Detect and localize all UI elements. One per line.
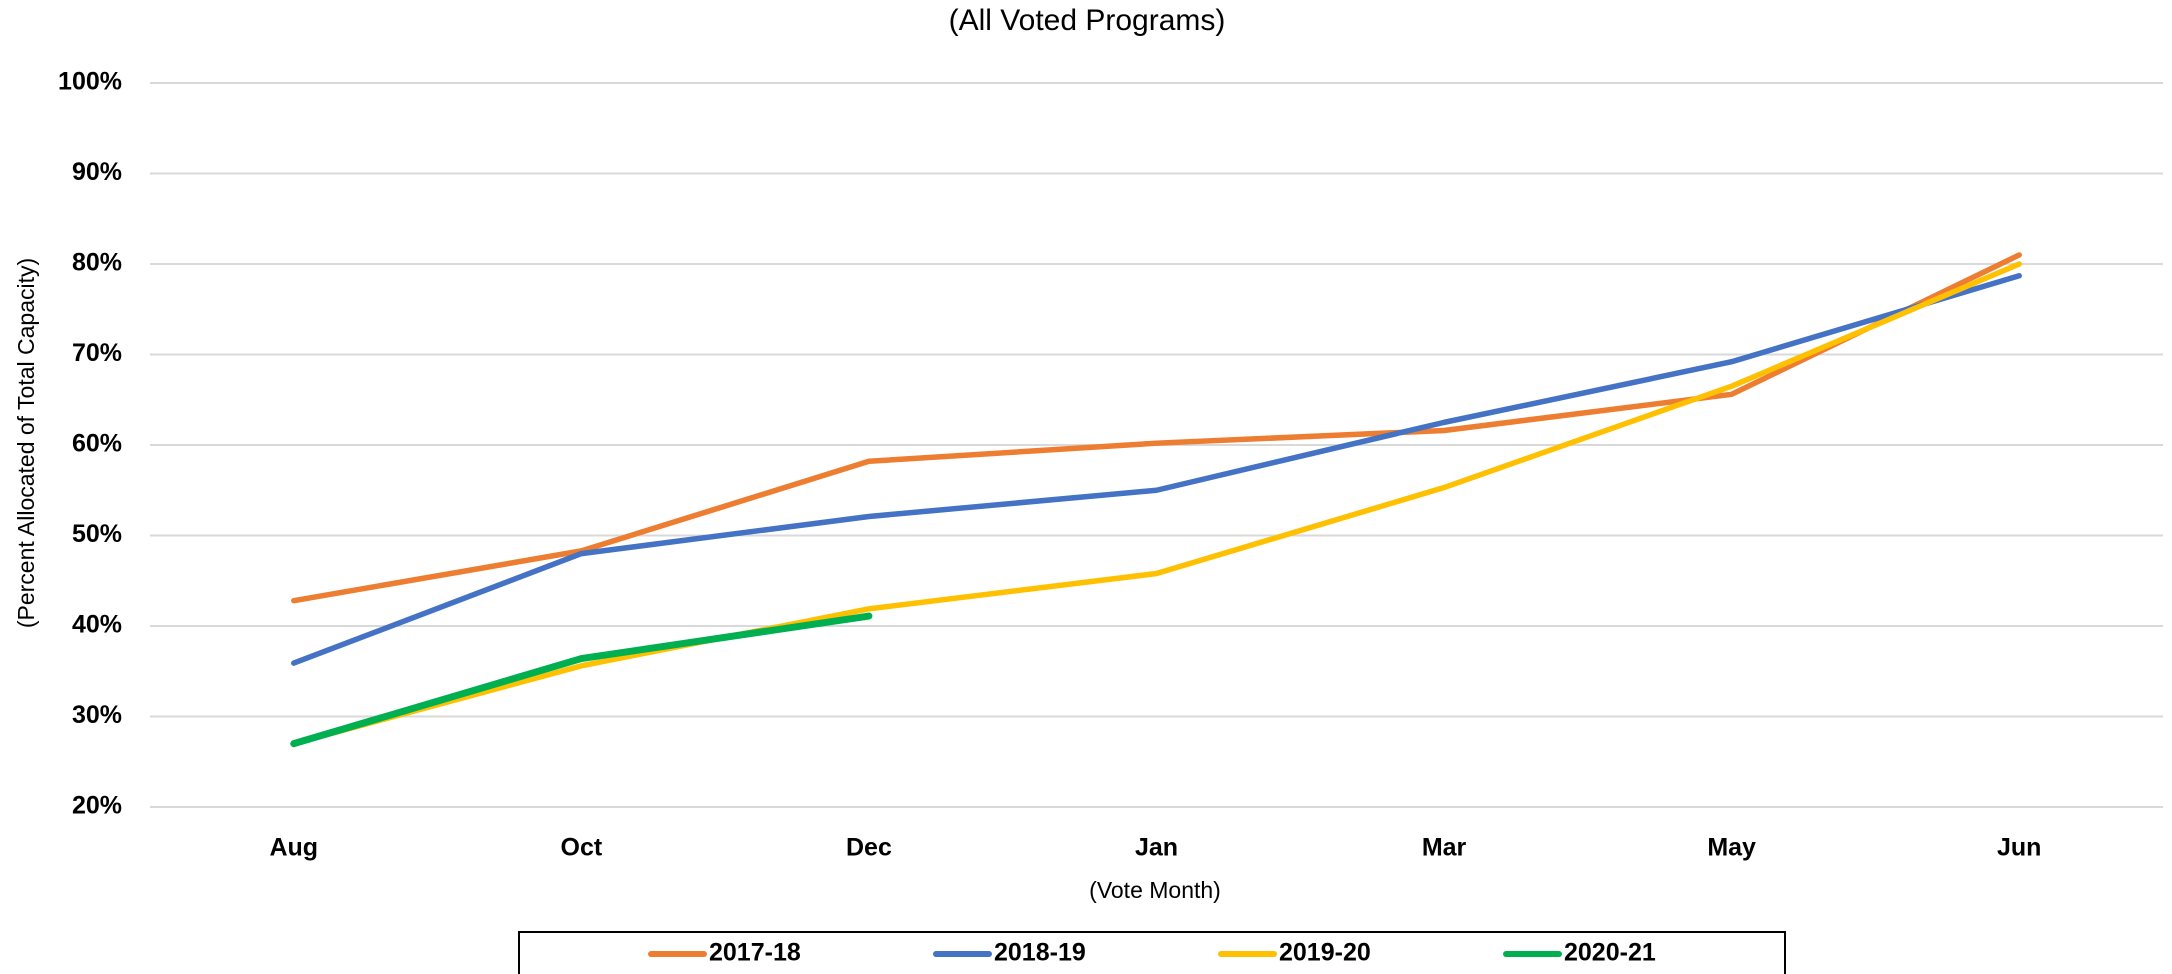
legend-label: 2019-20 [1279, 939, 1371, 967]
series-line [290, 612, 873, 748]
x-axis-title: (Vote Month) [1089, 877, 1221, 903]
legend-box [518, 931, 1786, 974]
x-tick-label: Jan [1135, 834, 1178, 862]
y-axis-title: (Percent Allocated of Total Capacity) [13, 258, 39, 628]
x-tick-label: Aug [269, 834, 318, 862]
y-tick-label: 90% [72, 158, 122, 186]
y-tick-label: 50% [72, 520, 122, 548]
x-tick-label: Oct [561, 834, 603, 862]
y-tick-label: 20% [72, 792, 122, 820]
series-line [291, 252, 2022, 604]
y-tick-label: 80% [72, 249, 122, 277]
series-line [291, 261, 2022, 747]
y-tick-label: 70% [72, 339, 122, 367]
y-tick-label: 40% [72, 611, 122, 639]
y-tick-label: 60% [72, 430, 122, 458]
x-tick-label: Jun [1997, 834, 2041, 862]
legend-label: 2017-18 [709, 939, 801, 967]
y-tick-label: 100% [58, 68, 122, 96]
legend-label: 2018-19 [994, 939, 1086, 967]
legend-label: 2020-21 [1564, 939, 1656, 967]
chart-title: (All Voted Programs) [949, 4, 1226, 37]
x-tick-label: Dec [846, 834, 892, 862]
y-tick-label: 30% [72, 701, 122, 729]
x-tick-label: Mar [1422, 834, 1467, 862]
series-line [291, 273, 2022, 666]
x-tick-label: May [1707, 834, 1756, 862]
